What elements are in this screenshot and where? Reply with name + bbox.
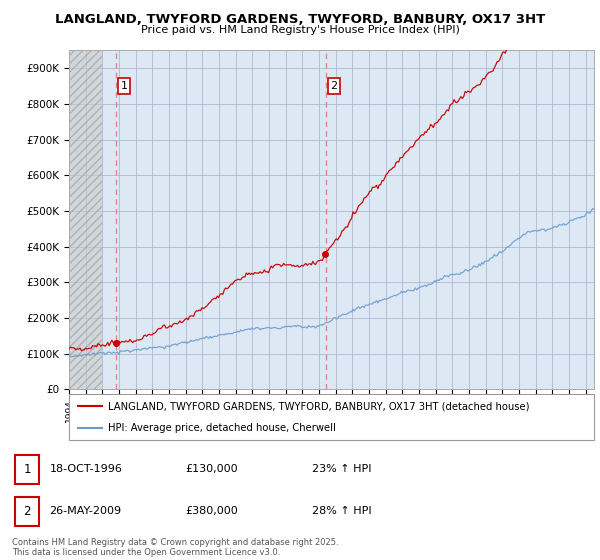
Text: £130,000: £130,000	[185, 464, 238, 474]
FancyBboxPatch shape	[15, 455, 39, 484]
Text: 2: 2	[23, 505, 31, 518]
Text: 28% ↑ HPI: 28% ↑ HPI	[311, 506, 371, 516]
Text: HPI: Average price, detached house, Cherwell: HPI: Average price, detached house, Cher…	[109, 423, 336, 433]
Text: 1: 1	[121, 81, 128, 91]
FancyBboxPatch shape	[15, 497, 39, 526]
Text: Price paid vs. HM Land Registry's House Price Index (HPI): Price paid vs. HM Land Registry's House …	[140, 25, 460, 35]
Text: LANGLAND, TWYFORD GARDENS, TWYFORD, BANBURY, OX17 3HT: LANGLAND, TWYFORD GARDENS, TWYFORD, BANB…	[55, 13, 545, 26]
Text: £380,000: £380,000	[185, 506, 238, 516]
Text: 2: 2	[331, 81, 338, 91]
Bar	[69, 50, 103, 389]
Text: 26-MAY-2009: 26-MAY-2009	[49, 506, 122, 516]
Text: 18-OCT-1996: 18-OCT-1996	[49, 464, 122, 474]
Text: 23% ↑ HPI: 23% ↑ HPI	[311, 464, 371, 474]
Text: Contains HM Land Registry data © Crown copyright and database right 2025.
This d: Contains HM Land Registry data © Crown c…	[12, 538, 338, 557]
Text: 1: 1	[23, 463, 31, 476]
Text: LANGLAND, TWYFORD GARDENS, TWYFORD, BANBURY, OX17 3HT (detached house): LANGLAND, TWYFORD GARDENS, TWYFORD, BANB…	[109, 401, 530, 411]
